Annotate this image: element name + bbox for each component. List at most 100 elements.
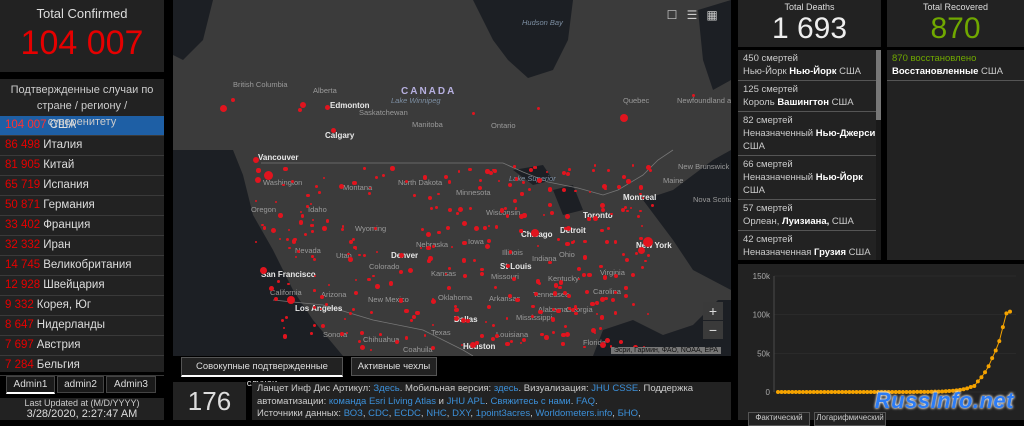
- case-marker[interactable]: [614, 240, 618, 244]
- case-marker[interactable]: [423, 334, 427, 337]
- data-point[interactable]: [836, 389, 841, 394]
- case-marker[interactable]: [645, 165, 651, 171]
- case-marker[interactable]: [351, 307, 356, 312]
- case-marker[interactable]: [285, 237, 290, 242]
- case-marker[interactable]: [426, 232, 432, 238]
- case-marker[interactable]: [641, 196, 644, 199]
- case-marker[interactable]: [453, 307, 459, 313]
- data-point[interactable]: [861, 389, 866, 394]
- case-marker[interactable]: [595, 313, 598, 316]
- data-point[interactable]: [929, 389, 934, 394]
- data-point[interactable]: [993, 348, 998, 353]
- case-marker[interactable]: [648, 168, 653, 173]
- case-marker[interactable]: [311, 230, 314, 233]
- case-marker[interactable]: [536, 178, 542, 183]
- data-point[interactable]: [833, 389, 838, 394]
- case-marker[interactable]: [624, 293, 629, 298]
- case-marker[interactable]: [367, 277, 371, 282]
- case-marker[interactable]: [598, 326, 603, 331]
- death-item[interactable]: 450 смертей Нью-Йорк Нью-Йорк США: [738, 50, 881, 81]
- case-marker[interactable]: [507, 293, 512, 299]
- case-marker[interactable]: [312, 306, 316, 310]
- case-marker[interactable]: [379, 333, 383, 336]
- country-row[interactable]: 81 905 Китай: [0, 156, 164, 176]
- case-marker[interactable]: [475, 341, 479, 345]
- data-point[interactable]: [1000, 325, 1005, 330]
- case-marker[interactable]: [368, 192, 372, 196]
- case-marker[interactable]: [538, 281, 542, 285]
- case-marker[interactable]: [298, 220, 304, 225]
- case-marker[interactable]: [430, 346, 435, 351]
- case-marker[interactable]: [473, 258, 477, 262]
- case-marker[interactable]: [495, 333, 500, 338]
- case-marker[interactable]: [490, 336, 496, 342]
- tab-admin1[interactable]: Admin1: [6, 376, 55, 394]
- case-marker[interactable]: [358, 340, 362, 344]
- case-marker[interactable]: [282, 334, 288, 339]
- case-marker[interactable]: [599, 264, 603, 269]
- case-marker[interactable]: [583, 345, 586, 349]
- case-marker[interactable]: [593, 331, 597, 335]
- case-marker[interactable]: [321, 323, 326, 328]
- case-marker[interactable]: [600, 296, 606, 302]
- death-item[interactable]: 82 смертей Неназначенный Нью-Джерси США: [738, 112, 881, 156]
- tab-active-cases[interactable]: Активные чехлы: [351, 357, 437, 376]
- data-point[interactable]: [979, 375, 984, 380]
- case-marker[interactable]: [299, 210, 302, 214]
- case-marker[interactable]: [471, 111, 475, 115]
- data-point[interactable]: [843, 389, 848, 394]
- case-marker[interactable]: [626, 209, 629, 212]
- case-marker[interactable]: [291, 179, 295, 183]
- case-marker[interactable]: [349, 312, 353, 316]
- case-marker[interactable]: [354, 278, 357, 281]
- data-point[interactable]: [822, 389, 827, 394]
- data-point[interactable]: [818, 389, 823, 394]
- case-marker[interactable]: [624, 286, 628, 290]
- case-marker[interactable]: [375, 251, 378, 254]
- case-marker[interactable]: [565, 225, 571, 231]
- case-marker[interactable]: [263, 170, 273, 180]
- case-marker[interactable]: [623, 205, 627, 209]
- case-marker[interactable]: [298, 108, 302, 112]
- case-marker[interactable]: [552, 291, 558, 297]
- case-marker[interactable]: [518, 228, 523, 233]
- case-marker[interactable]: [487, 224, 490, 227]
- data-point[interactable]: [779, 389, 784, 394]
- case-marker[interactable]: [631, 163, 635, 167]
- case-marker[interactable]: [340, 228, 344, 232]
- jhu-csse-link[interactable]: JHU CSSE: [591, 383, 639, 394]
- data-point[interactable]: [858, 389, 863, 394]
- case-marker[interactable]: [327, 283, 330, 287]
- data-point[interactable]: [947, 389, 952, 394]
- case-marker[interactable]: [318, 191, 321, 194]
- data-point[interactable]: [793, 389, 798, 394]
- case-marker[interactable]: [325, 303, 329, 307]
- data-point[interactable]: [872, 389, 877, 394]
- case-marker[interactable]: [562, 291, 568, 296]
- case-marker[interactable]: [542, 213, 546, 217]
- case-marker[interactable]: [630, 273, 635, 278]
- data-point[interactable]: [990, 356, 995, 361]
- case-marker[interactable]: [564, 324, 568, 328]
- case-marker[interactable]: [527, 187, 532, 192]
- data-point[interactable]: [865, 389, 870, 394]
- data-point[interactable]: [786, 389, 791, 394]
- case-marker[interactable]: [568, 168, 572, 171]
- data-point[interactable]: [868, 389, 873, 394]
- grid-icon[interactable]: ▦: [706, 8, 718, 22]
- case-marker[interactable]: [448, 207, 453, 212]
- case-marker[interactable]: [426, 245, 431, 251]
- data-point[interactable]: [800, 389, 805, 394]
- case-marker[interactable]: [573, 305, 578, 309]
- data-point[interactable]: [811, 389, 816, 394]
- case-marker[interactable]: [552, 331, 556, 335]
- data-point[interactable]: [883, 389, 888, 394]
- case-marker[interactable]: [363, 167, 366, 170]
- case-marker[interactable]: [349, 240, 354, 245]
- case-marker[interactable]: [460, 317, 466, 323]
- case-marker[interactable]: [634, 252, 638, 256]
- case-marker[interactable]: [521, 337, 527, 343]
- who-link[interactable]: ВОЗ: [343, 408, 363, 419]
- country-row[interactable]: 86 498 Италия: [0, 136, 164, 156]
- data-point[interactable]: [933, 389, 938, 394]
